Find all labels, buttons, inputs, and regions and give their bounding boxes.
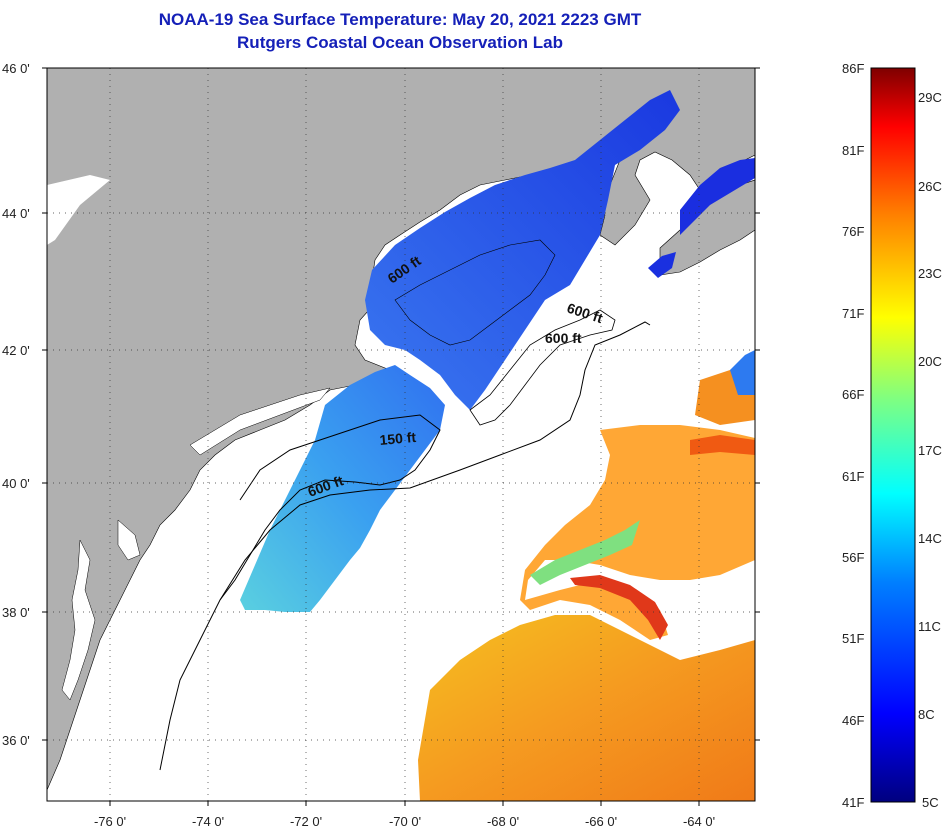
sst-gulf-stream-north — [520, 425, 755, 640]
lon-label-64: -64 0' — [683, 814, 715, 829]
colorbar-f-66: 66F — [842, 387, 865, 402]
lon-label-68: -68 0' — [487, 814, 519, 829]
map-title: NOAA-19 Sea Surface Temperature: May 20,… — [158, 10, 642, 29]
depth-contour-gom — [394, 239, 556, 346]
sst-shelf-south-new-england — [240, 365, 445, 612]
depth-contour-georges — [469, 309, 616, 426]
lat-label-42: 42 0' — [2, 343, 30, 358]
colorbar-c-26: 26C — [918, 179, 942, 194]
lat-label-40: 40 0' — [2, 476, 30, 491]
colorbar-c-17: 17C — [918, 443, 942, 458]
colorbar-f-46: 46F — [842, 713, 865, 728]
colorbar-c-11: 11C — [918, 619, 941, 634]
sst-warm-core — [690, 435, 755, 455]
lake — [47, 175, 110, 245]
colorbar-c-5: 5C — [922, 795, 939, 810]
colorbar-c-8: 8C — [918, 707, 935, 722]
lat-label-46: 46 0' — [2, 61, 30, 76]
colorbar-c-29: 29C — [918, 90, 942, 105]
depth-label-150ft: 150 ft — [379, 429, 417, 448]
land-mainland — [47, 68, 755, 791]
sst-sargasso — [418, 615, 755, 801]
colorbar-f-61: 61F — [842, 469, 865, 484]
lon-label-66: -66 0' — [585, 814, 617, 829]
colorbar-f-41: 41F — [842, 795, 865, 810]
sst-east-blue — [730, 350, 755, 395]
colorbar-c-23: 23C — [918, 266, 942, 281]
lon-label-70: -70 0' — [389, 814, 421, 829]
chesapeake-bay — [61, 539, 96, 701]
map-frame — [46, 67, 756, 802]
colorbar — [870, 67, 916, 803]
long-island-sound — [189, 387, 331, 456]
lat-label-38: 38 0' — [2, 605, 30, 620]
graticule — [47, 68, 755, 801]
lon-label-74: -74 0' — [192, 814, 224, 829]
sst-nova-patch — [648, 252, 676, 278]
colorbar-c-14: 14C — [918, 531, 942, 546]
depth-contour-600ft — [159, 321, 651, 771]
colorbar-f-86: 86F — [842, 61, 865, 76]
depth-contour-150ft — [219, 414, 441, 601]
colorbar-f-81: 81F — [842, 143, 865, 158]
lat-label-44: 44 0' — [2, 206, 30, 221]
colorbar-f-76: 76F — [842, 224, 865, 239]
depth-label-600ft-georges: 600 ft — [545, 330, 582, 346]
sst-eddy-edge — [570, 575, 668, 640]
tick-marks — [42, 67, 760, 806]
colorbar-c-20: 20C — [918, 354, 942, 369]
lon-label-76: -76 0' — [94, 814, 126, 829]
sst-cool-filament — [530, 520, 640, 585]
colorbar-f-71: 71F — [842, 306, 865, 321]
colorbar-f-56: 56F — [842, 550, 865, 565]
lat-label-36: 36 0' — [2, 733, 30, 748]
colorbar-f-51: 51F — [842, 631, 865, 646]
map-subtitle: Rutgers Coastal Ocean Observation Lab — [237, 33, 563, 52]
delaware-bay — [117, 519, 141, 561]
sst-scotian-shelf — [680, 158, 755, 235]
lon-label-72: -72 0' — [290, 814, 322, 829]
